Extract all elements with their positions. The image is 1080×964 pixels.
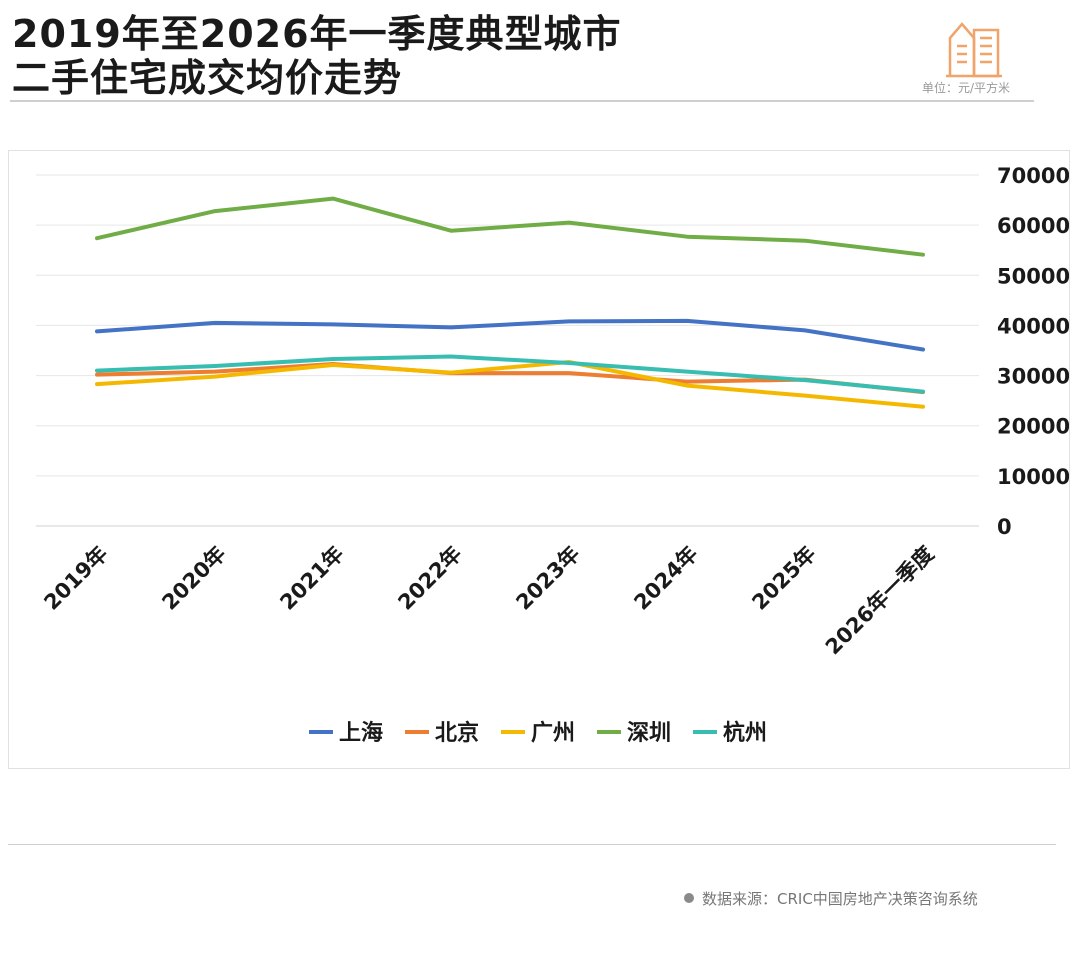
x-tick-label: 2019年 xyxy=(39,542,112,615)
legend-label: 杭州 xyxy=(723,720,767,746)
legend-label: 北京 xyxy=(435,720,479,746)
legend-label: 上海 xyxy=(339,720,383,746)
title-line-1: 2019年至2026年一季度典型城市 xyxy=(12,12,622,56)
series-line-杭州 xyxy=(95,354,925,394)
y-tick-label: 60000 xyxy=(997,214,1069,238)
buildings-icon xyxy=(946,22,1002,78)
chart-title: 2019年至2026年一季度典型城市 二手住宅成交均价走势 xyxy=(12,12,622,100)
series-line-深圳 xyxy=(95,196,925,257)
y-tick-label: 10000 xyxy=(997,465,1069,489)
title-line-2: 二手住宅成交均价走势 xyxy=(12,56,403,100)
y-tick-label: 70000 xyxy=(997,164,1069,188)
series-line-广州 xyxy=(95,360,925,409)
x-tick-label: 2025年 xyxy=(747,542,820,615)
x-tick-label: 2024年 xyxy=(629,542,702,615)
series-line-上海 xyxy=(95,318,925,352)
y-tick-label: 0 xyxy=(997,515,1012,539)
x-tick-label: 2020年 xyxy=(157,542,230,615)
y-tick-label: 30000 xyxy=(997,365,1069,389)
y-tick-label: 20000 xyxy=(997,415,1069,439)
legend-label: 深圳 xyxy=(627,721,671,746)
footer-divider xyxy=(8,844,1056,845)
y-tick-label: 40000 xyxy=(997,314,1069,338)
line-chart: 0 10000 20000 30000 40000 50000 60000 70000 2019… xyxy=(36,164,1069,746)
x-tick-label: 2026年一季度 xyxy=(821,542,939,660)
unit-label: 单位：元/平方米 xyxy=(922,81,1011,95)
legend-label: 广州 xyxy=(531,720,575,746)
y-tick-label: 50000 xyxy=(997,264,1069,288)
title-divider xyxy=(10,100,1034,102)
source-text: 数据来源：CRIC中国房地产决策咨询系统 xyxy=(702,890,978,908)
x-tick-label: 2023年 xyxy=(511,542,584,615)
chart-area: 0 10000 20000 30000 40000 50000 60000 70000 2019… xyxy=(8,150,1070,769)
data-source: 数据来源：CRIC中国房地产决策咨询系统 xyxy=(684,888,978,909)
x-tick-label: 2021年 xyxy=(275,542,348,615)
x-tick-label: 2022年 xyxy=(393,542,466,615)
bullet-icon xyxy=(684,893,694,903)
